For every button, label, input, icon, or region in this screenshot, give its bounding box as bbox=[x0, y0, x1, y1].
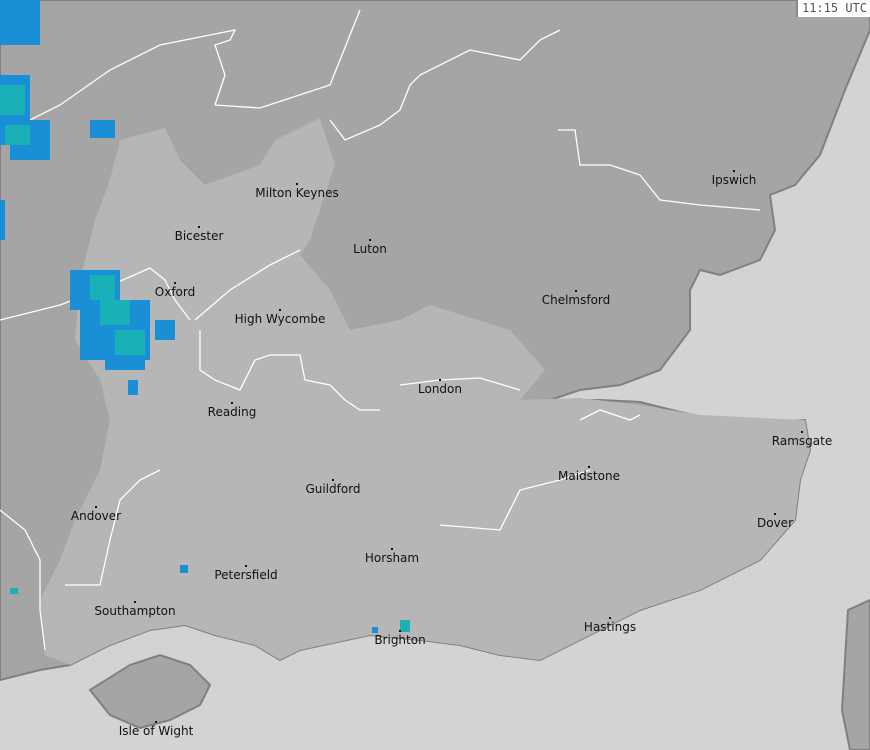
place-label: Southampton bbox=[94, 604, 176, 618]
place-marker bbox=[174, 282, 176, 284]
place-label: Maidstone bbox=[558, 469, 620, 483]
place-label: Milton Keynes bbox=[255, 186, 339, 200]
place-label: Luton bbox=[353, 242, 387, 256]
isle-of-wight bbox=[88, 653, 212, 730]
place-label: Petersfield bbox=[214, 568, 278, 582]
place-label: Dover bbox=[757, 516, 793, 530]
place-label: London bbox=[418, 382, 462, 396]
rain-cells bbox=[0, 0, 410, 633]
land-france bbox=[840, 598, 870, 750]
place-marker bbox=[134, 601, 136, 603]
place-marker bbox=[245, 565, 247, 567]
place-marker bbox=[279, 309, 281, 311]
place-label: Bicester bbox=[174, 229, 224, 243]
place-marker bbox=[801, 431, 803, 433]
place-label: Oxford bbox=[154, 285, 196, 299]
place-label: Chelmsford bbox=[541, 293, 611, 307]
land-light-region bbox=[40, 118, 810, 665]
place-marker bbox=[198, 226, 200, 228]
place-label: Horsham bbox=[364, 551, 420, 565]
place-marker bbox=[155, 721, 157, 723]
place-marker bbox=[439, 379, 441, 381]
place-marker bbox=[733, 170, 735, 172]
place-label: Ramsgate bbox=[771, 434, 833, 448]
place-label: Guildford bbox=[305, 482, 361, 496]
place-marker bbox=[399, 630, 401, 632]
place-marker bbox=[231, 402, 233, 404]
place-label: Ipswich bbox=[711, 173, 757, 187]
place-marker bbox=[296, 183, 298, 185]
place-label: High Wycombe bbox=[234, 312, 326, 326]
place-marker bbox=[95, 506, 97, 508]
place-marker bbox=[369, 239, 371, 241]
place-label: Brighton bbox=[374, 633, 426, 647]
place-label: Hastings bbox=[583, 620, 637, 634]
place-label: Andover bbox=[70, 509, 122, 523]
place-label: Isle of Wight bbox=[118, 724, 194, 738]
place-marker bbox=[332, 479, 334, 481]
timestamp-label: 11:15 UTC bbox=[795, 0, 870, 17]
place-marker bbox=[588, 466, 590, 468]
county-borders bbox=[0, 9, 761, 651]
place-label: Reading bbox=[207, 405, 257, 419]
place-marker bbox=[391, 548, 393, 550]
place-marker bbox=[609, 617, 611, 619]
place-marker bbox=[774, 513, 776, 515]
place-marker bbox=[575, 290, 577, 292]
